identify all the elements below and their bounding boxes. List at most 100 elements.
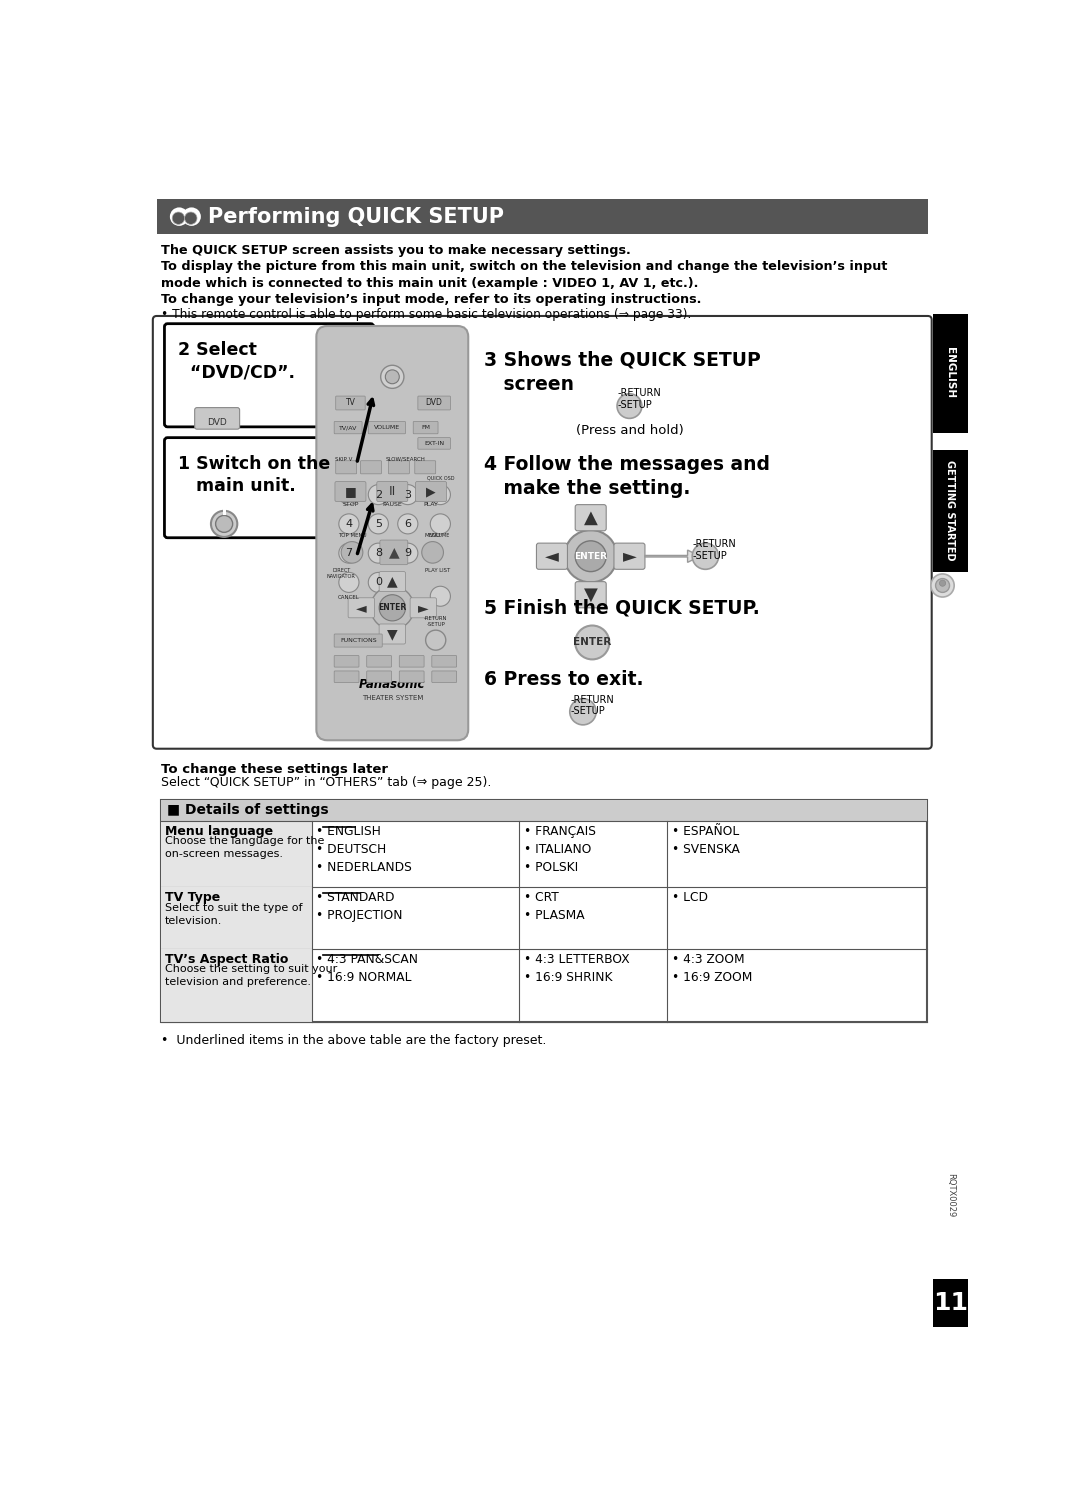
Circle shape — [368, 514, 389, 534]
Text: Select “QUICK SETUP” in “OTHERS” tab (⇒ page 25).: Select “QUICK SETUP” in “OTHERS” tab (⇒ … — [161, 777, 491, 789]
Circle shape — [339, 543, 359, 564]
Text: PAUSE: PAUSE — [382, 501, 402, 507]
Circle shape — [397, 514, 418, 534]
Text: • CRT
• PLASMA: • CRT • PLASMA — [524, 892, 584, 921]
Text: (Press and hold): (Press and hold) — [576, 423, 684, 437]
Text: -RETURN
-SETUP: -RETURN -SETUP — [693, 540, 737, 561]
Text: Choose the language for the
on-screen messages.: Choose the language for the on-screen me… — [165, 836, 325, 859]
Text: DVD: DVD — [426, 398, 443, 407]
Text: Menu language: Menu language — [165, 825, 273, 838]
Text: 11: 11 — [933, 1291, 968, 1315]
FancyBboxPatch shape — [377, 482, 408, 501]
FancyBboxPatch shape — [161, 822, 312, 887]
Text: 0: 0 — [375, 577, 382, 587]
Text: ▲: ▲ — [389, 546, 400, 559]
Text: EXT-IN: EXT-IN — [424, 441, 444, 446]
Text: • 4:3 LETTERBOX
• 16:9 SHRINK: • 4:3 LETTERBOX • 16:9 SHRINK — [524, 953, 630, 984]
Circle shape — [576, 626, 609, 659]
FancyBboxPatch shape — [416, 482, 446, 501]
FancyBboxPatch shape — [164, 438, 374, 538]
FancyBboxPatch shape — [933, 1279, 968, 1327]
Text: TV/AV: TV/AV — [339, 425, 357, 429]
Circle shape — [430, 586, 450, 607]
Text: ◄: ◄ — [356, 601, 366, 614]
Text: RQTX0029: RQTX0029 — [946, 1173, 955, 1218]
Text: Select to suit the type of
television.: Select to suit the type of television. — [165, 902, 302, 926]
Circle shape — [339, 485, 359, 504]
Text: 5 Finish the QUICK SETUP.: 5 Finish the QUICK SETUP. — [484, 598, 759, 617]
Text: ENTER: ENTER — [575, 552, 607, 561]
Circle shape — [172, 212, 185, 224]
Text: To change your television’s input mode, refer to its operating instructions.: To change your television’s input mode, … — [161, 292, 701, 306]
Text: II: II — [389, 485, 396, 498]
Text: FUNCTIONS: FUNCTIONS — [340, 638, 377, 643]
Text: THEATER SYSTEM: THEATER SYSTEM — [362, 695, 423, 701]
FancyBboxPatch shape — [316, 327, 469, 740]
Text: -RETURN
-SETUP: -RETURN -SETUP — [617, 388, 661, 410]
Text: Choose the setting to suit your
television and preference.: Choose the setting to suit your televisi… — [165, 965, 337, 987]
Text: 6 Press to exit.: 6 Press to exit. — [484, 669, 644, 689]
Text: 2: 2 — [375, 489, 382, 499]
Circle shape — [183, 207, 201, 227]
FancyBboxPatch shape — [432, 671, 457, 683]
Text: The QUICK SETUP screen assists you to make necessary settings.: The QUICK SETUP screen assists you to ma… — [161, 243, 631, 256]
Text: TV Type: TV Type — [165, 892, 220, 904]
Circle shape — [940, 580, 946, 586]
FancyBboxPatch shape — [418, 397, 450, 410]
FancyBboxPatch shape — [537, 543, 567, 570]
Text: 3: 3 — [404, 489, 411, 499]
Text: CANCEL: CANCEL — [338, 595, 360, 601]
FancyBboxPatch shape — [400, 671, 424, 683]
Text: 1: 1 — [346, 489, 352, 499]
Text: ENTER: ENTER — [378, 604, 406, 613]
FancyBboxPatch shape — [379, 571, 405, 592]
Text: ▼: ▼ — [584, 586, 597, 604]
Text: ▼: ▼ — [387, 628, 397, 641]
Circle shape — [931, 574, 954, 596]
Circle shape — [430, 514, 450, 534]
Text: PLAY LIST: PLAY LIST — [424, 568, 450, 573]
Circle shape — [185, 212, 197, 224]
Text: ►: ► — [622, 547, 636, 565]
Circle shape — [170, 207, 189, 227]
Text: VOLUME: VOLUME — [430, 532, 450, 538]
FancyBboxPatch shape — [334, 656, 359, 666]
Circle shape — [339, 573, 359, 592]
Text: •  Underlined items in the above table are the factory preset.: • Underlined items in the above table ar… — [161, 1033, 546, 1047]
Text: ■: ■ — [345, 485, 356, 498]
Circle shape — [211, 511, 238, 537]
Text: VOLUME: VOLUME — [374, 425, 400, 429]
Text: ▲: ▲ — [387, 574, 397, 589]
Circle shape — [617, 394, 642, 419]
Text: PLAY: PLAY — [423, 501, 438, 507]
Text: • LCD: • LCD — [672, 892, 708, 904]
FancyBboxPatch shape — [153, 316, 932, 748]
Text: 2 Select
  “DVD/CD”.: 2 Select “DVD/CD”. — [178, 340, 296, 382]
FancyBboxPatch shape — [336, 397, 365, 410]
FancyBboxPatch shape — [576, 504, 606, 531]
Circle shape — [426, 631, 446, 650]
Text: TV’s Aspect Ratio: TV’s Aspect Ratio — [165, 953, 288, 966]
FancyBboxPatch shape — [367, 671, 392, 683]
FancyBboxPatch shape — [368, 422, 405, 434]
FancyBboxPatch shape — [361, 461, 381, 474]
Circle shape — [692, 543, 718, 570]
Text: To change these settings later: To change these settings later — [161, 762, 388, 775]
Text: • This remote control is able to perform some basic television operations (⇒ pag: • This remote control is able to perform… — [161, 307, 691, 321]
FancyBboxPatch shape — [157, 198, 928, 234]
FancyBboxPatch shape — [334, 422, 362, 434]
FancyBboxPatch shape — [161, 799, 927, 822]
Text: 7: 7 — [346, 549, 352, 558]
Text: QUICK OSD: QUICK OSD — [427, 476, 454, 480]
FancyBboxPatch shape — [389, 461, 409, 474]
Text: TOP MENU: TOP MENU — [338, 532, 366, 538]
Text: ◄: ◄ — [545, 547, 558, 565]
Circle shape — [368, 573, 389, 592]
Text: FM: FM — [421, 425, 430, 429]
FancyBboxPatch shape — [432, 656, 457, 666]
FancyBboxPatch shape — [335, 482, 366, 501]
FancyBboxPatch shape — [334, 671, 359, 683]
Text: 8: 8 — [375, 549, 382, 558]
Text: MENU: MENU — [424, 532, 441, 538]
Text: • 4:3 ZOOM
• 16:9 ZOOM: • 4:3 ZOOM • 16:9 ZOOM — [672, 953, 753, 984]
